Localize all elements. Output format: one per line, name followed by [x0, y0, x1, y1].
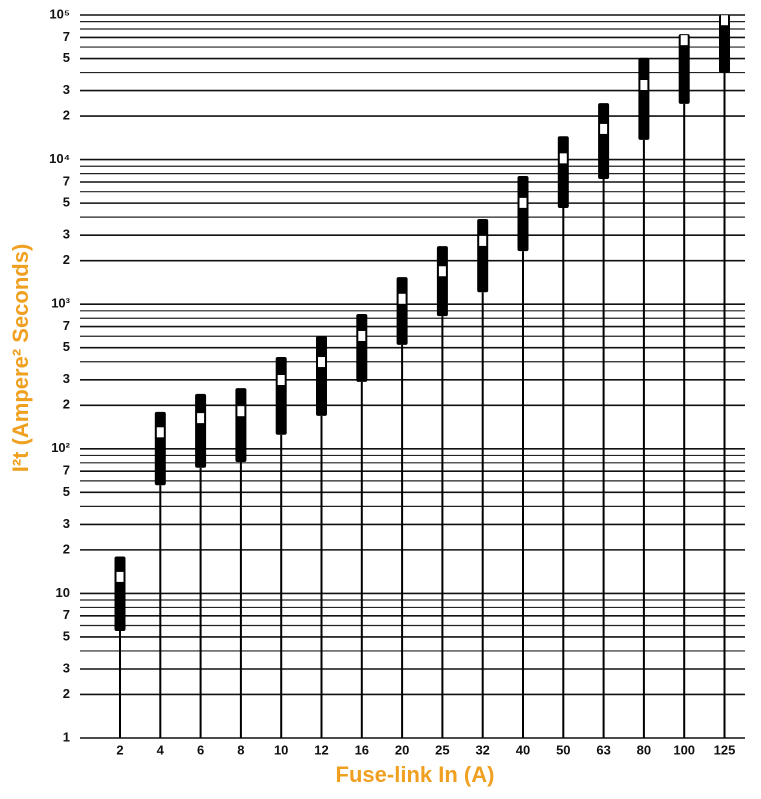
y-axis-title: I²t (Ampere² Seconds) — [8, 244, 33, 473]
y-tick-label: 5 — [63, 484, 70, 499]
y-tick-label: 7 — [63, 318, 70, 333]
x-tick-label: 16 — [355, 742, 369, 757]
x-tick-label: 125 — [714, 742, 736, 757]
x-axis-title: Fuse-link In (A) — [336, 762, 495, 787]
range-bar — [275, 357, 287, 435]
range-bar — [517, 176, 529, 252]
y-tick-label: 7 — [63, 463, 70, 478]
y-tick-label: 2 — [63, 252, 70, 267]
range-bar — [316, 335, 327, 416]
y-tick-label: 10³ — [51, 296, 70, 311]
x-tick-label: 10 — [274, 742, 288, 757]
y-tick-label: 3 — [63, 660, 70, 675]
y-tick-label: 5 — [63, 339, 70, 354]
nominal-mark — [398, 293, 406, 304]
range-bar — [678, 34, 690, 104]
y-tick-label: 2 — [63, 686, 70, 701]
y-tick-label: 10⁵ — [49, 6, 70, 21]
x-tick-label: 25 — [435, 742, 449, 757]
nominal-mark — [721, 15, 728, 26]
nominal-mark — [438, 266, 446, 277]
range-bar — [356, 314, 368, 382]
x-tick-label: 80 — [637, 742, 651, 757]
y-tick-label: 10² — [51, 440, 70, 455]
nominal-mark — [559, 153, 567, 164]
y-tick-label: 3 — [63, 227, 70, 242]
range-bar — [396, 277, 408, 345]
y-tick-label: 3 — [63, 82, 70, 97]
x-tick-label: 100 — [673, 742, 695, 757]
x-tick-label: 12 — [314, 742, 328, 757]
y-tick-label: 5 — [63, 195, 70, 210]
range-bar — [598, 103, 610, 180]
y-tick-label: 3 — [63, 516, 70, 531]
y-tick-label: 2 — [63, 108, 70, 123]
nominal-mark — [519, 197, 527, 208]
nominal-mark — [237, 406, 245, 417]
y-tick-label: 7 — [63, 173, 70, 188]
y-tick-label: 7 — [63, 607, 70, 622]
range-bar — [477, 219, 489, 293]
nominal-mark — [156, 427, 164, 438]
nominal-mark — [277, 375, 285, 386]
x-tick-label: 32 — [475, 742, 489, 757]
y-tick-label: 10⁴ — [49, 151, 70, 166]
x-tick-label: 50 — [556, 742, 570, 757]
y-tick-label: 1 — [63, 729, 70, 744]
nominal-mark — [479, 235, 487, 246]
range-bar — [436, 246, 448, 317]
range-bar — [638, 57, 650, 140]
x-tick-label: 8 — [237, 742, 244, 757]
y-tick-label: 7 — [63, 29, 70, 44]
nominal-mark — [680, 35, 688, 46]
x-tick-label: 63 — [596, 742, 610, 757]
range-bar — [719, 15, 730, 73]
nominal-mark — [318, 357, 325, 368]
nominal-mark — [116, 571, 124, 582]
x-tick-label: 2 — [116, 742, 123, 757]
y-tick-label: 5 — [63, 628, 70, 643]
nominal-mark — [640, 80, 648, 91]
x-tick-label: 6 — [197, 742, 204, 757]
y-tick-label: 2 — [63, 541, 70, 556]
x-tick-label: 20 — [395, 742, 409, 757]
x-tick-label: 40 — [516, 742, 530, 757]
y-tick-label: 10 — [56, 585, 70, 600]
y-tick-label: 3 — [63, 371, 70, 386]
range-bar — [154, 411, 166, 486]
range-bar — [235, 388, 247, 463]
range-bar — [557, 136, 569, 208]
y-tick-label: 2 — [63, 397, 70, 412]
nominal-mark — [197, 413, 205, 424]
range-bar — [114, 556, 126, 631]
range-bar — [195, 393, 207, 468]
nominal-mark — [358, 330, 366, 341]
nominal-mark — [600, 123, 608, 134]
y-tick-label: 5 — [63, 50, 70, 65]
x-tick-label: 4 — [157, 742, 165, 757]
